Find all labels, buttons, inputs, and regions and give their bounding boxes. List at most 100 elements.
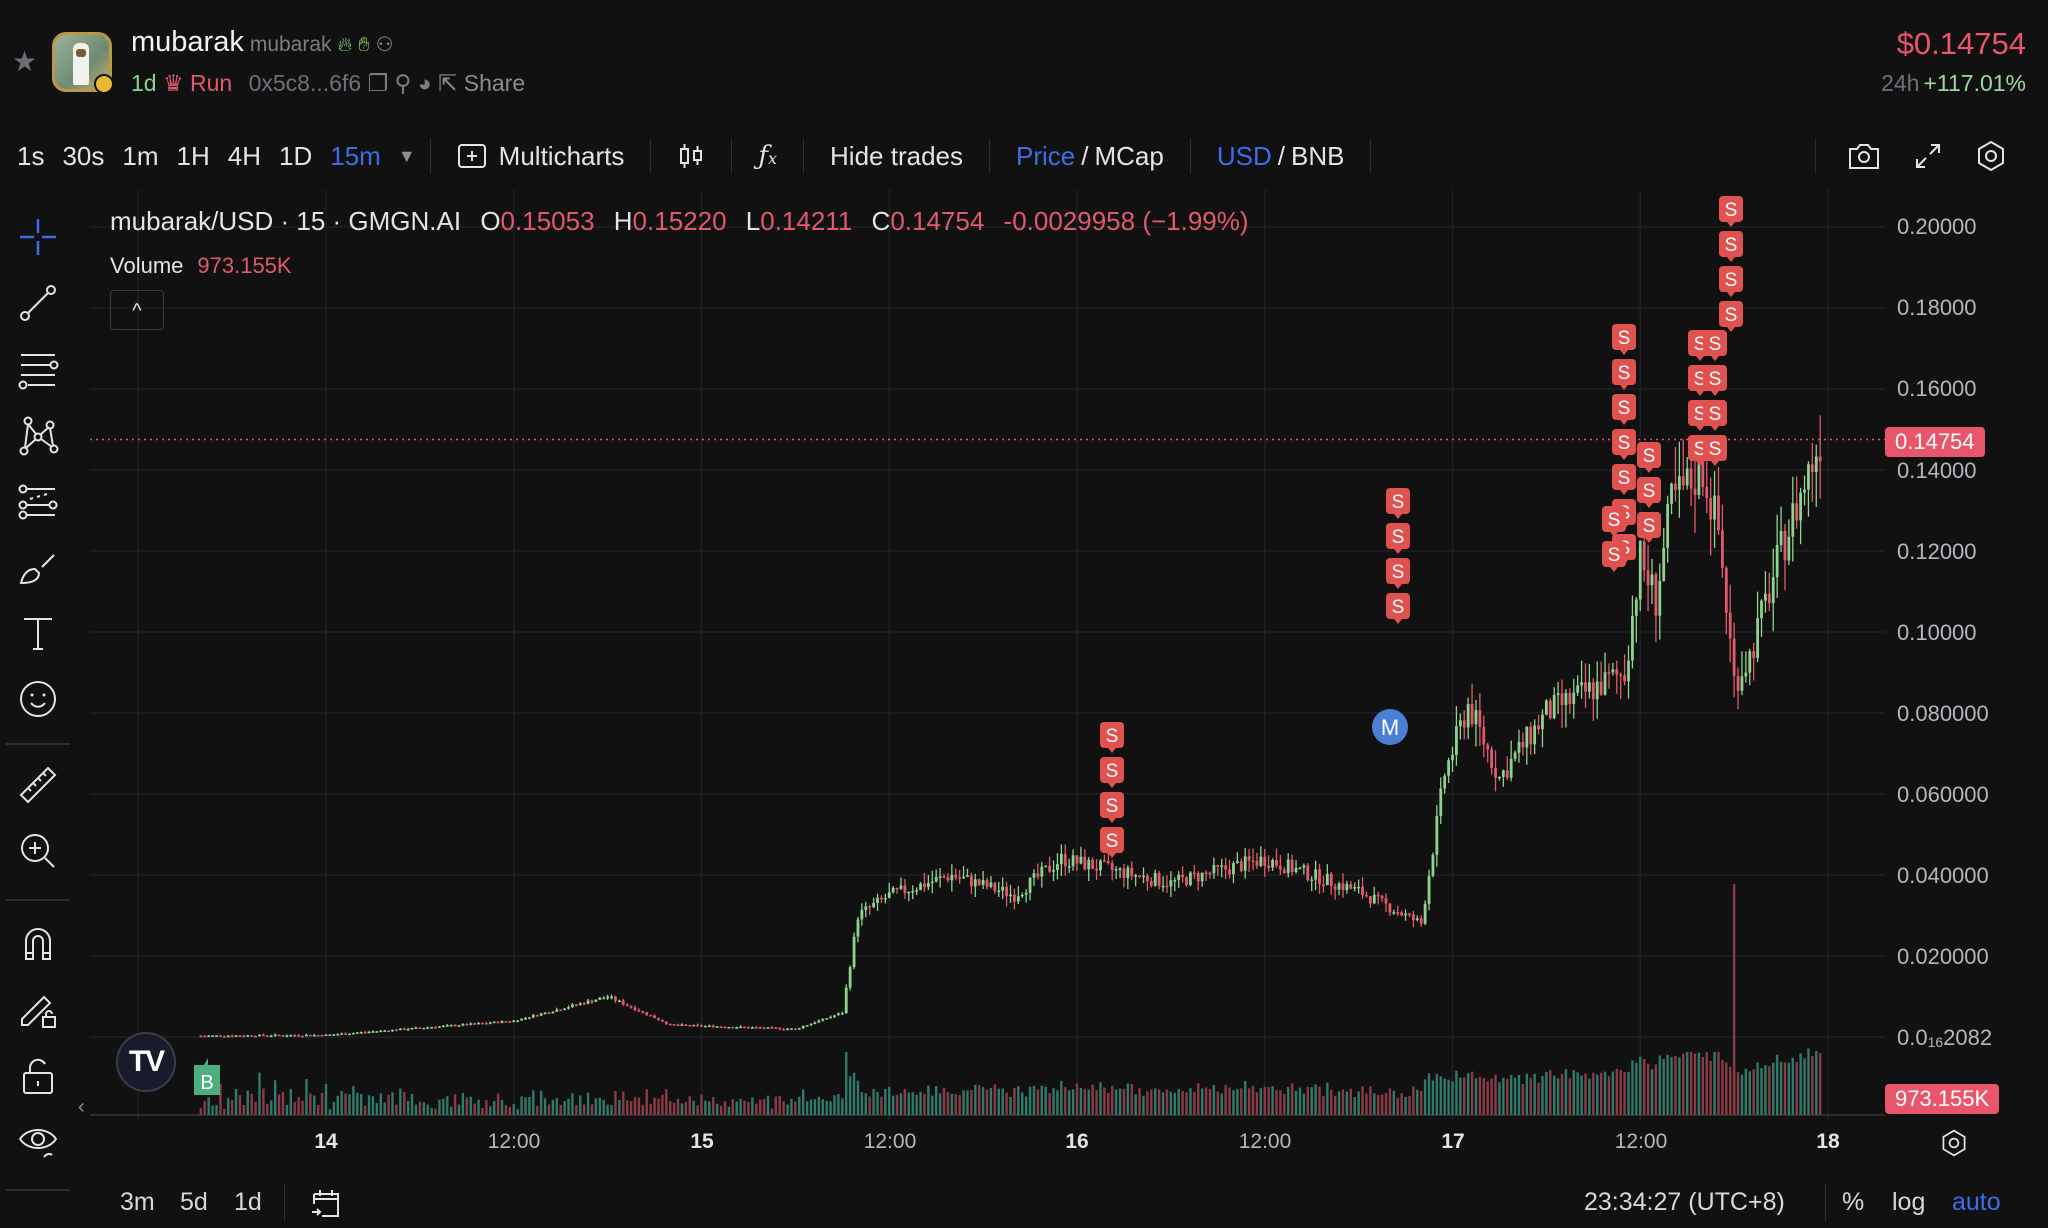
range-1d[interactable]: 1d	[234, 1188, 262, 1216]
camera-icon[interactable]	[1846, 140, 1882, 172]
price-change-24h: 24h +117.01%	[1881, 70, 2026, 97]
hide-drawings-tool[interactable]	[14, 1117, 62, 1165]
collapse-toolbar-chevron-icon[interactable]: ‹	[78, 1096, 85, 1118]
sell-marker[interactable]: S	[1100, 792, 1124, 823]
emoji-tool[interactable]	[14, 675, 62, 723]
sell-marker[interactable]: S	[1637, 442, 1661, 473]
change-period-label: 24h	[1881, 70, 1920, 96]
measure-tool[interactable]	[14, 761, 62, 809]
sell-marker[interactable]: S	[1612, 324, 1636, 355]
timeframe-1m[interactable]: 1m	[122, 140, 159, 171]
favorite-star-icon[interactable]: ★	[12, 46, 38, 77]
toolbar-divider	[989, 138, 990, 174]
lock-drawings-tool[interactable]	[14, 985, 62, 1033]
percent-scale-toggle[interactable]: %	[1842, 1188, 1865, 1216]
sell-marker[interactable]: S	[1719, 231, 1743, 262]
lock-all-tool[interactable]	[14, 1051, 62, 1099]
timeframe-1s[interactable]: 1s	[17, 140, 45, 171]
sell-marker[interactable]: S	[1719, 196, 1743, 227]
time-axis[interactable]: 14 12:00 15 12:00 16 12:00 17 12:00 18	[90, 1122, 2048, 1166]
ruler-icon	[19, 766, 57, 804]
price-option[interactable]: Price	[1016, 140, 1076, 171]
contract-address[interactable]: 0x5c8...6f6	[248, 70, 362, 96]
currency-toggle[interactable]: USD / BNB	[1205, 141, 1357, 172]
sell-marker[interactable]: S	[1719, 301, 1743, 332]
goto-date-icon[interactable]	[308, 1186, 344, 1222]
timeframe-dropdown-icon[interactable]: ▼	[397, 145, 416, 166]
price-mcap-toggle[interactable]: Price / MCap	[1004, 141, 1176, 172]
toolbar-divider	[731, 138, 733, 174]
bnb-option[interactable]: BNB	[1290, 140, 1345, 171]
timeframe-15m[interactable]: 15m	[330, 140, 381, 171]
axis-settings-icon[interactable]	[1939, 1128, 1969, 1158]
sell-marker[interactable]: S	[1386, 488, 1410, 519]
price-tick: 0.020000	[1897, 944, 1989, 969]
sell-marker[interactable]: S	[1602, 541, 1626, 572]
range-5d[interactable]: 5d	[180, 1188, 208, 1216]
price-chart[interactable]: SSSSSSSSSSSSSSSSSSSSSSSSSSSSSSSSMB	[90, 190, 1885, 1120]
collapse-legend-button[interactable]: ^	[110, 290, 164, 330]
sell-marker[interactable]: S	[1100, 757, 1124, 788]
chart-link-icon[interactable]: ◕	[417, 70, 432, 96]
crosshair-tool[interactable]	[14, 213, 62, 261]
clock-timezone[interactable]: 23:34:27 (UTC+8)	[1584, 1188, 1785, 1216]
sell-marker[interactable]: S	[1612, 429, 1636, 460]
svg-text:S: S	[1618, 398, 1631, 419]
log-scale-toggle[interactable]: log	[1892, 1188, 1926, 1216]
mcap-option[interactable]: MCap	[1094, 140, 1164, 171]
magnet-tool[interactable]	[14, 919, 62, 967]
timeframe-4h[interactable]: 4H	[227, 140, 262, 171]
horizontal-lines-tool[interactable]	[14, 345, 62, 393]
sell-marker[interactable]: S	[1703, 435, 1727, 466]
tradingview-logo[interactable]: TV	[116, 1032, 176, 1092]
sell-marker[interactable]: S	[1602, 506, 1626, 537]
time-tick: 12:00	[1614, 1130, 1668, 1153]
fullscreen-icon[interactable]	[1912, 140, 1944, 172]
sell-marker[interactable]: S	[1386, 523, 1410, 554]
sell-marker[interactable]: S	[1612, 359, 1636, 390]
sell-marker[interactable]: S	[1703, 330, 1727, 361]
usd-option[interactable]: USD	[1216, 140, 1272, 171]
timeframe-30s[interactable]: 30s	[62, 140, 105, 171]
chart-type-button[interactable]	[665, 141, 717, 171]
sell-marker[interactable]: S	[1703, 365, 1727, 396]
sell-marker[interactable]: S	[1100, 722, 1124, 753]
sell-marker[interactable]: S	[1637, 477, 1661, 508]
pair-label: mubarak/USD · 15 · GMGN.AI	[110, 206, 462, 236]
bottom-bar: 3m 5d 1d 23:34:27 (UTC+8) % log auto	[90, 1180, 2048, 1228]
sell-marker[interactable]: S	[1612, 394, 1636, 425]
trend-line-tool[interactable]	[14, 279, 62, 327]
text-tool[interactable]	[14, 609, 62, 657]
sell-marker[interactable]: S	[1386, 558, 1410, 589]
range-3m[interactable]: 3m	[120, 1188, 155, 1216]
fib-tool[interactable]	[14, 477, 62, 525]
multicharts-button[interactable]: Multicharts	[445, 141, 637, 172]
indicators-button[interactable]: ƒx	[746, 141, 789, 171]
migrate-marker[interactable]: M	[1372, 709, 1408, 745]
timeframe-1d[interactable]: 1D	[279, 140, 313, 171]
crosshair-icon	[20, 219, 56, 255]
price-tick: 0.10000	[1897, 620, 1977, 645]
dev-icon: ⚇	[375, 34, 394, 56]
sell-marker[interactable]: S	[1703, 400, 1727, 431]
share-button[interactable]: ⇱ Share	[438, 70, 525, 96]
timeframe-1h[interactable]: 1H	[176, 140, 210, 171]
sell-marker[interactable]: S	[1386, 593, 1410, 624]
copy-icon[interactable]: ❐	[367, 70, 389, 96]
settings-icon[interactable]	[1974, 139, 2008, 173]
sell-marker[interactable]: S	[1637, 512, 1661, 543]
price-tick: 0.16000	[1897, 376, 1977, 401]
toggle-slash: /	[1081, 140, 1089, 171]
auto-scale-toggle[interactable]: auto	[1952, 1188, 2001, 1216]
buy-marker[interactable]: B	[194, 1058, 220, 1095]
hide-trades-button[interactable]: Hide trades	[830, 140, 963, 171]
sell-marker[interactable]: S	[1612, 464, 1636, 495]
zoom-tool[interactable]	[14, 827, 62, 875]
sell-marker[interactable]: S	[1719, 266, 1743, 297]
sell-marker[interactable]: S	[1100, 827, 1124, 858]
price-axis[interactable]: 0.20000 0.18000 0.16000 0.14000 0.12000 …	[1885, 190, 2048, 1120]
pattern-tool[interactable]	[14, 411, 62, 459]
chart-plot: SSSSSSSSSSSSSSSSSSSSSSSSSSSSSSSSMB	[90, 190, 1885, 1120]
brush-tool[interactable]	[14, 543, 62, 591]
search-icon[interactable]: ⚲	[394, 70, 412, 96]
